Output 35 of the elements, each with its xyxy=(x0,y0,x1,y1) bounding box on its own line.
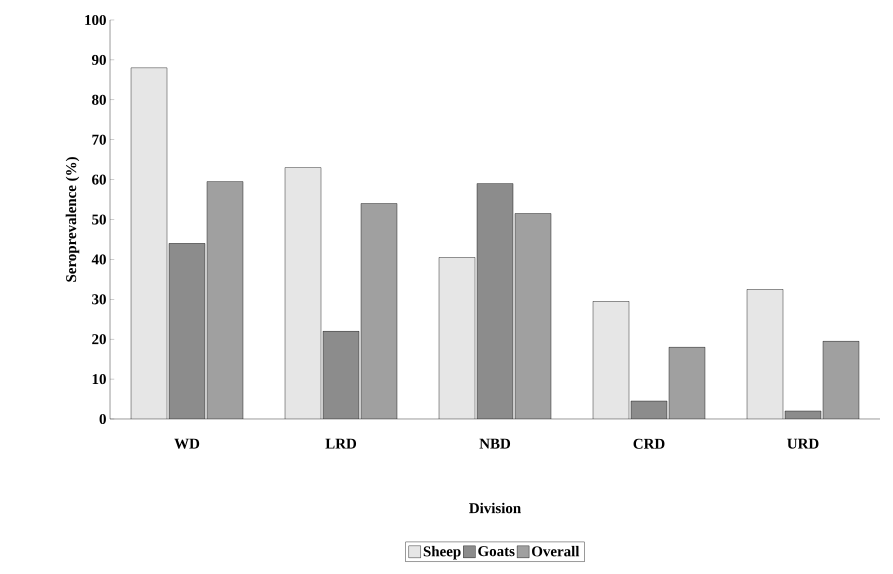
y-tick-label: 40 xyxy=(92,254,106,264)
y-tick-label: 70 xyxy=(92,134,106,145)
y-tick-label: 90 xyxy=(92,54,106,65)
bar xyxy=(439,257,476,419)
bar xyxy=(746,289,784,419)
y-tick-label: 0 xyxy=(100,414,106,424)
x-tick-label: CRD xyxy=(634,438,664,449)
bar xyxy=(477,184,514,419)
bar xyxy=(593,301,630,419)
bar xyxy=(169,243,206,419)
bar xyxy=(631,401,668,419)
y-tick-label: 100 xyxy=(85,14,106,26)
bar xyxy=(361,204,397,419)
x-tick-label: WD xyxy=(174,438,200,449)
legend-label: Goats xyxy=(478,546,515,556)
bar xyxy=(285,168,322,419)
x-tick-label: URD xyxy=(787,438,818,449)
bar xyxy=(669,347,705,419)
bar xyxy=(207,182,244,419)
bar xyxy=(131,68,168,419)
legend-label: Overall xyxy=(532,546,580,556)
bar xyxy=(822,340,860,419)
legend-label: Sheep xyxy=(424,546,461,560)
bar xyxy=(323,331,360,419)
x-tick-label: LRD xyxy=(325,438,356,449)
y-tick-label: 30 xyxy=(92,294,106,304)
x-axis-title: Division xyxy=(469,502,521,514)
y-tick-label: 10 xyxy=(92,374,106,384)
y-tick-label: 80 xyxy=(92,94,106,105)
y-tick-label: 20 xyxy=(92,334,106,344)
bar xyxy=(515,214,551,419)
y-tick-label: 60 xyxy=(92,174,106,185)
y-axis-title: Seroprevalence (%) xyxy=(66,157,80,282)
x-tick-label: NBD xyxy=(480,438,510,449)
y-tick-label: 50 xyxy=(92,214,106,225)
